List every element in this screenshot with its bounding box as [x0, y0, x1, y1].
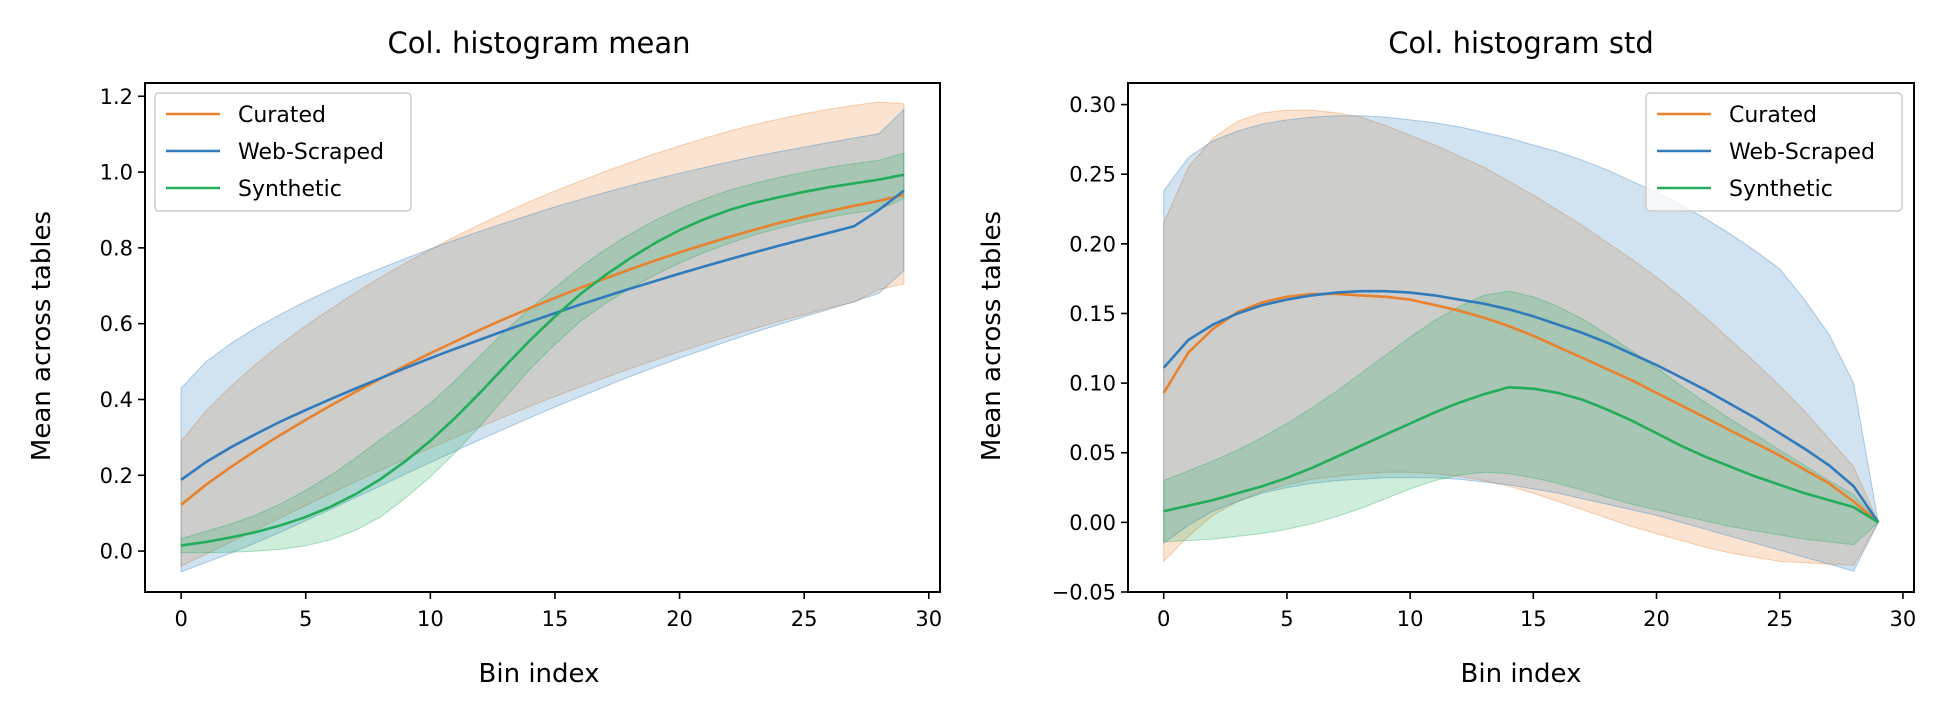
legend-label-web-scraped: Web-Scraped	[238, 140, 384, 165]
x-tick-label: 10	[417, 607, 444, 631]
x-tick-label: 25	[791, 607, 818, 631]
axes-frame	[144, 82, 941, 593]
x-tick-label: 20	[666, 607, 693, 631]
x-tick-label: 30	[915, 607, 942, 631]
line-web-scraped	[1162, 289, 1880, 524]
chart-panel-mean: Col. histogram mean Bin index Mean acros…	[27, 26, 942, 689]
confidence-bands	[180, 101, 905, 573]
y-tick-label: 0.25	[1069, 163, 1116, 187]
confidence-bands	[1163, 109, 1880, 572]
series-lines	[180, 173, 905, 547]
x-tick-label: 5	[1280, 607, 1293, 631]
x-axis-label: Bin index	[479, 659, 600, 689]
legend: Curated Web-Scraped Synthetic	[1645, 92, 1903, 212]
band-synthetic	[1163, 290, 1880, 546]
x-tick-label: 5	[299, 607, 312, 631]
legend-label-curated: Curated	[1729, 103, 1817, 128]
x-tick-label: 10	[1397, 607, 1424, 631]
x-tick-label: 0	[174, 607, 187, 631]
band-web-scraped	[180, 108, 905, 573]
legend-frame	[1645, 92, 1903, 212]
y-tick-label: 1.0	[100, 161, 133, 185]
y-axis-label: Mean across tables	[27, 211, 57, 461]
band-curated	[1163, 109, 1879, 567]
x-axis-label: Bin index	[1461, 659, 1582, 689]
x-tick-label: 15	[542, 607, 569, 631]
x-tick-label: 0	[1157, 607, 1170, 631]
line-synthetic	[180, 173, 905, 547]
x-tick-label: 30	[1890, 607, 1917, 631]
plot-area: 0 5 10 15 20 25 30 −0.05 0.00 0.05 0.10 0.15 0.20 0.2…	[1052, 82, 1917, 631]
axes-frame	[1127, 82, 1915, 593]
y-tick-label: 1.2	[100, 85, 133, 109]
line-web-scraped	[180, 189, 905, 481]
y-tick-label: 0.6	[100, 312, 133, 336]
y-tick-label: 0.10	[1069, 372, 1116, 396]
chart-title: Col. histogram std	[1388, 26, 1654, 60]
y-tick-label: 0.15	[1069, 302, 1116, 326]
legend-label-curated: Curated	[238, 103, 326, 128]
y-tick-label: 0.8	[100, 236, 133, 260]
series-lines	[1162, 289, 1880, 524]
line-synthetic	[1163, 385, 1879, 524]
y-tick-label: 0.4	[100, 388, 133, 412]
y-tick-label: −0.05	[1052, 581, 1116, 605]
band-synthetic	[180, 152, 905, 554]
line-curated	[180, 193, 905, 506]
legend-frame	[154, 92, 412, 212]
y-tick-label: 0.20	[1069, 232, 1116, 256]
y-tick-label: 0.05	[1069, 441, 1116, 465]
plot-area: 0 5 10 15 20 25 30 0.0 0.2 0.4 0.6 0.8 1.0 1.2	[100, 82, 942, 631]
y-tick-label: 0.2	[100, 464, 133, 488]
band-web-scraped	[1163, 115, 1879, 572]
y-axis-label: Mean across tables	[977, 211, 1007, 461]
x-tick-label: 25	[1766, 607, 1793, 631]
legend-label-synthetic: Synthetic	[1729, 177, 1833, 202]
y-tick-label: 0.30	[1069, 93, 1116, 117]
chart-title: Col. histogram mean	[388, 26, 691, 60]
legend-label-web-scraped: Web-Scraped	[1729, 140, 1875, 165]
y-tick-label: 0.0	[100, 540, 133, 564]
x-tick-label: 20	[1643, 607, 1670, 631]
x-tick-label: 15	[1520, 607, 1547, 631]
chart-panel-std: Col. histogram std Bin index Mean across…	[977, 26, 1916, 689]
line-curated	[1162, 292, 1880, 524]
y-tick-label: 0.00	[1069, 511, 1116, 535]
legend: Curated Web-Scraped Synthetic	[154, 92, 412, 212]
band-curated	[180, 101, 905, 567]
legend-label-synthetic: Synthetic	[238, 177, 342, 202]
